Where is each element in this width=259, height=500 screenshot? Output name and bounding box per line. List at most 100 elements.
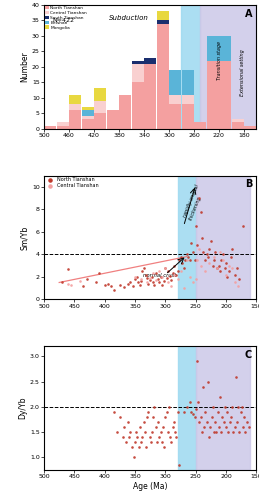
Point bbox=[192, 413, 197, 421]
Point bbox=[164, 274, 169, 282]
Bar bbox=[182, 104, 194, 128]
Point bbox=[148, 276, 152, 284]
Bar bbox=[132, 64, 144, 82]
Point bbox=[178, 267, 183, 275]
Bar bbox=[94, 113, 106, 128]
Point bbox=[212, 256, 216, 264]
Point bbox=[225, 273, 229, 281]
Point bbox=[141, 418, 146, 426]
Point bbox=[220, 413, 225, 421]
Point bbox=[188, 273, 192, 281]
Point bbox=[84, 275, 89, 283]
Point bbox=[106, 280, 110, 287]
Point bbox=[195, 256, 199, 264]
Text: Transition stage: Transition stage bbox=[217, 41, 222, 80]
Point bbox=[160, 438, 164, 446]
Point bbox=[172, 270, 177, 278]
Point bbox=[157, 267, 161, 275]
Point bbox=[194, 275, 198, 283]
Point bbox=[143, 428, 147, 436]
Point bbox=[161, 423, 165, 431]
Bar bbox=[207, 60, 219, 128]
Point bbox=[150, 273, 154, 281]
Bar bbox=[196, 176, 250, 300]
Point bbox=[166, 278, 170, 286]
Text: Extensional setting: Extensional setting bbox=[240, 50, 245, 96]
Point bbox=[169, 438, 174, 446]
Point bbox=[194, 222, 198, 230]
Point bbox=[219, 428, 223, 436]
Point bbox=[198, 208, 203, 216]
Point bbox=[215, 264, 219, 272]
Point bbox=[207, 433, 211, 441]
Point bbox=[182, 408, 186, 416]
Bar bbox=[119, 94, 131, 128]
Point bbox=[207, 260, 211, 268]
Point bbox=[136, 444, 141, 452]
Point bbox=[118, 413, 122, 421]
Point bbox=[69, 280, 73, 288]
Bar bbox=[177, 176, 196, 300]
Text: normal crust: normal crust bbox=[143, 273, 176, 278]
Point bbox=[225, 408, 229, 416]
Point bbox=[140, 267, 145, 275]
Point bbox=[177, 461, 181, 469]
Point bbox=[130, 444, 134, 452]
Point bbox=[214, 428, 218, 436]
Point bbox=[127, 433, 131, 441]
Point bbox=[233, 423, 237, 431]
Point bbox=[243, 428, 248, 436]
Point bbox=[126, 418, 130, 426]
Point bbox=[139, 438, 143, 446]
Point bbox=[247, 423, 251, 431]
Point bbox=[223, 264, 227, 272]
Point bbox=[146, 280, 150, 287]
Point bbox=[155, 438, 159, 446]
Point bbox=[172, 262, 177, 270]
Bar bbox=[82, 120, 94, 128]
Point bbox=[186, 252, 191, 260]
Point bbox=[236, 282, 240, 290]
Bar bbox=[182, 5, 200, 128]
Point bbox=[226, 428, 231, 436]
Bar bbox=[219, 36, 231, 60]
Point bbox=[152, 403, 156, 411]
Point bbox=[167, 403, 171, 411]
Point bbox=[219, 256, 223, 264]
Point bbox=[198, 262, 203, 270]
Point bbox=[97, 270, 101, 278]
Point bbox=[235, 418, 239, 426]
Point bbox=[122, 423, 126, 431]
Point bbox=[156, 275, 160, 283]
Point bbox=[215, 408, 220, 416]
Point bbox=[217, 423, 221, 431]
Point bbox=[230, 264, 234, 272]
Point bbox=[66, 280, 70, 287]
Point bbox=[237, 428, 241, 436]
Legend: North Tianshan, Central Tianshan: North Tianshan, Central Tianshan bbox=[45, 176, 99, 189]
Point bbox=[157, 278, 161, 286]
Point bbox=[163, 264, 168, 272]
Point bbox=[197, 194, 201, 202]
Point bbox=[188, 398, 192, 406]
Bar bbox=[182, 70, 194, 94]
Point bbox=[185, 250, 189, 258]
Bar bbox=[194, 122, 206, 128]
Bar bbox=[157, 24, 169, 128]
Point bbox=[217, 262, 221, 270]
Point bbox=[138, 423, 142, 431]
Point bbox=[203, 267, 207, 275]
Point bbox=[164, 408, 169, 416]
Point bbox=[211, 262, 215, 270]
Point bbox=[242, 413, 246, 421]
Point bbox=[224, 270, 228, 278]
Point bbox=[241, 222, 245, 230]
Point bbox=[223, 403, 227, 411]
Bar bbox=[177, 346, 196, 470]
Bar bbox=[157, 20, 169, 24]
Point bbox=[126, 280, 130, 287]
Point bbox=[191, 410, 195, 418]
Point bbox=[235, 264, 239, 272]
Point bbox=[233, 278, 237, 286]
Point bbox=[241, 423, 245, 431]
